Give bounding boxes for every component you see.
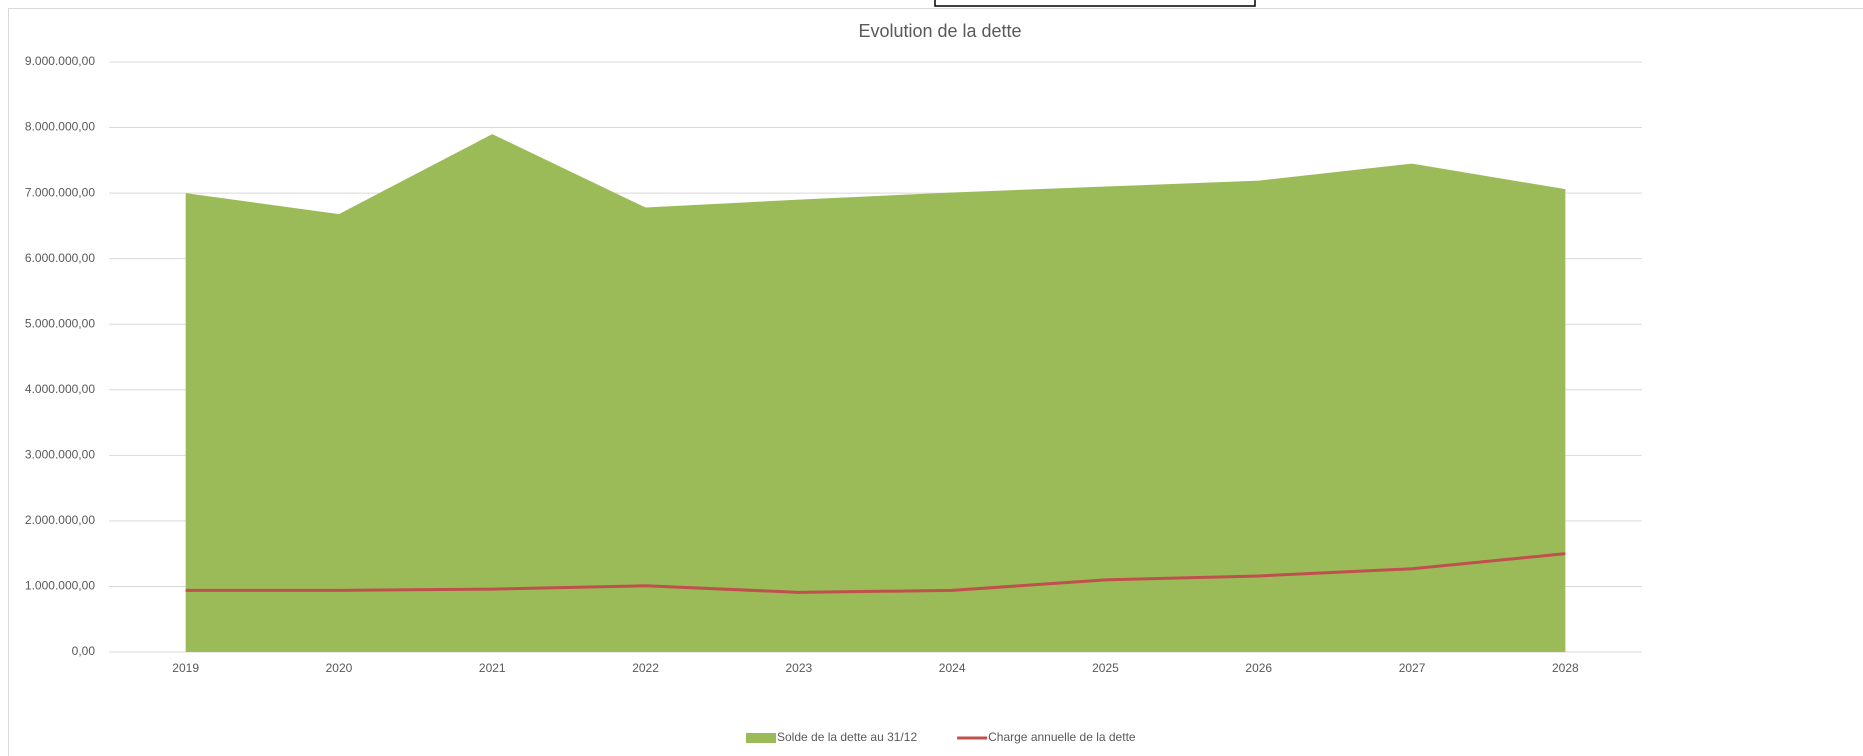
y-tick-label: 0,00 xyxy=(72,644,96,658)
x-tick-label: 2027 xyxy=(1399,661,1426,675)
line xyxy=(185,552,1566,594)
legend-swatch xyxy=(746,733,776,743)
x-tick-label: 2025 xyxy=(1092,661,1119,675)
clipped-table xyxy=(934,0,1256,7)
x-tick-label: 2023 xyxy=(785,661,812,675)
chart-title: Evolution de la dette xyxy=(858,21,1021,41)
x-tick-label: 2020 xyxy=(326,661,353,675)
y-tick-label: 3.000.000,00 xyxy=(25,448,95,462)
y-tick-label: 7.000.000,00 xyxy=(25,185,95,199)
chart-frame xyxy=(8,8,1863,756)
x-tick-label: 2026 xyxy=(1245,661,1272,675)
legend: Solde de la dette au 31/12 Charge annuell… xyxy=(746,730,1136,744)
y-tick-label: 5.000.000,00 xyxy=(25,316,95,330)
x-tick-label: 2021 xyxy=(479,661,506,675)
y-tick-label: 6.000.000,00 xyxy=(25,251,95,265)
area xyxy=(185,134,1566,653)
plot xyxy=(185,134,1566,653)
y-tick-label: 9.000.000,00 xyxy=(25,54,95,68)
y-tick-label: 2.000.000,00 xyxy=(25,513,95,527)
legend-label: Solde de la dette au 31/12 xyxy=(777,730,917,744)
legend-label: Charge annuelle de la dette xyxy=(988,730,1136,744)
y-tick-label: 8.000.000,00 xyxy=(25,120,95,134)
x-tick-label: 2024 xyxy=(939,661,966,675)
y-tick-label: 4.000.000,00 xyxy=(25,382,95,396)
x-tick-label: 2028 xyxy=(1552,661,1579,675)
axes: 0,00 1.000.000,00 2.000.000,00 3.000.000,00… xyxy=(25,54,1579,675)
x-tick-label: 2022 xyxy=(632,661,659,675)
x-tick-label: 2019 xyxy=(172,661,199,675)
y-tick-label: 1.000.000,00 xyxy=(25,579,95,593)
